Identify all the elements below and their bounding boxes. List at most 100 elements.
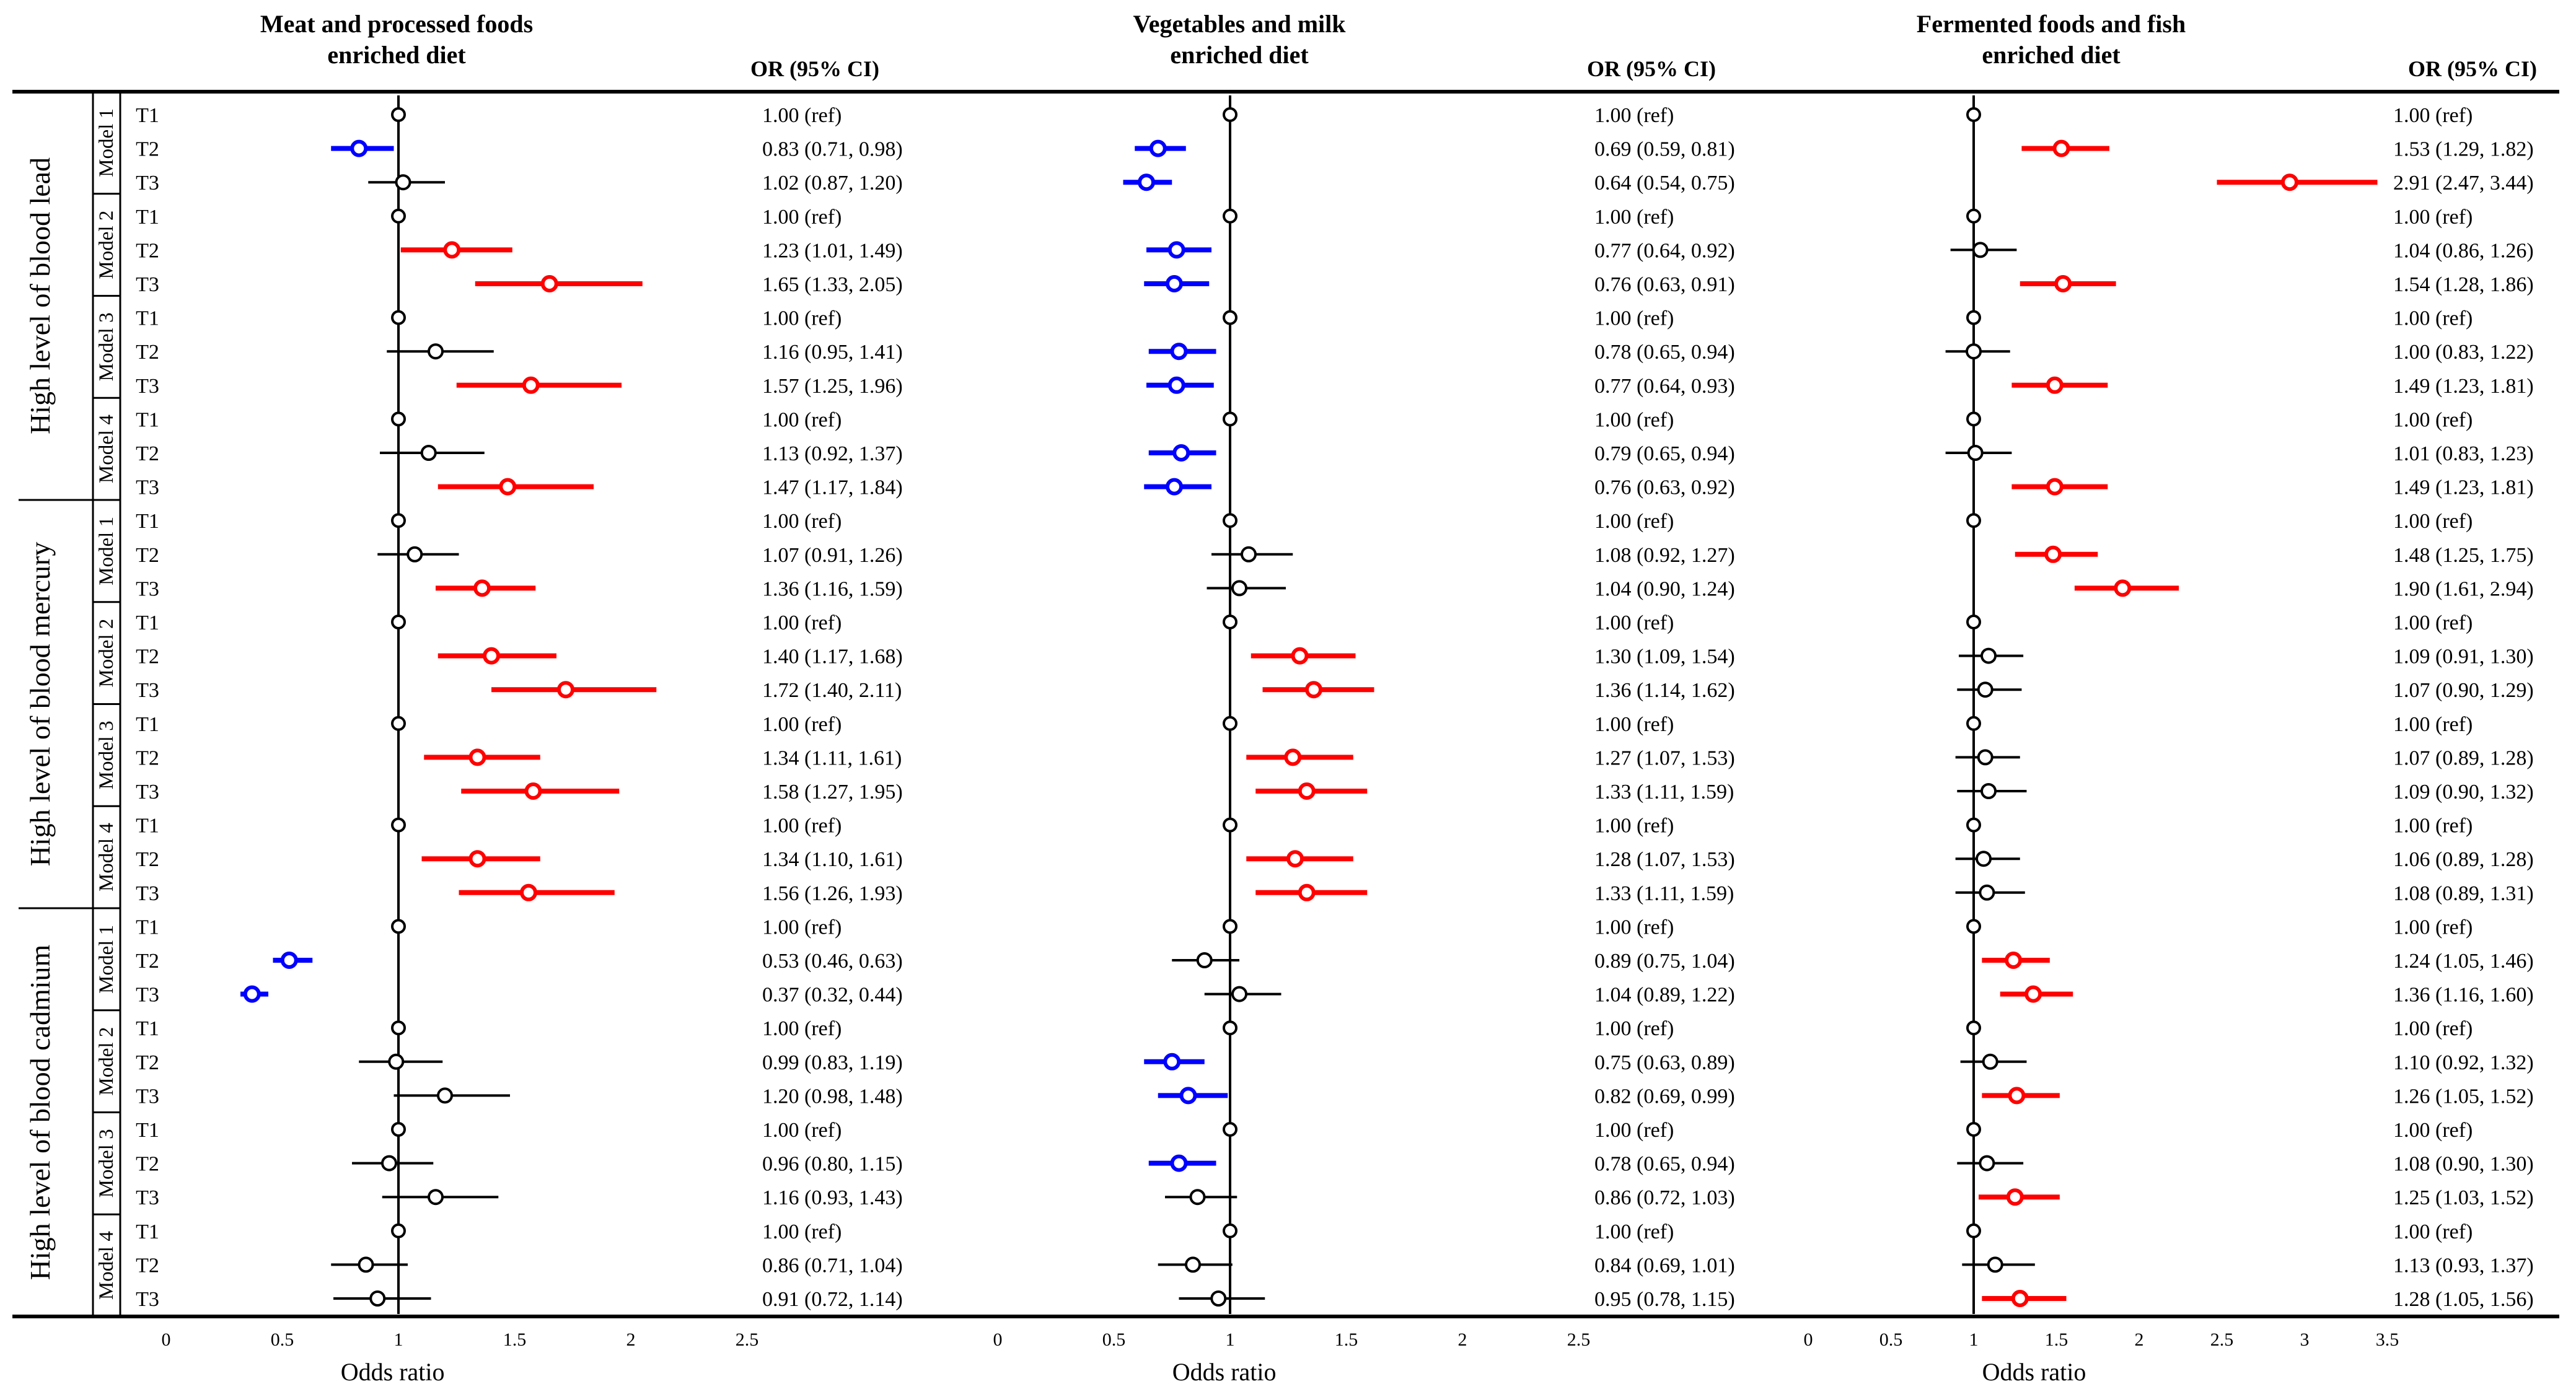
or-value-text: 1.00 (ref) (2393, 1119, 2473, 1142)
row-label: T3 (136, 781, 159, 804)
or-value-text: 0.82 (0.69, 0.99) (1594, 1085, 1735, 1108)
row-label: T2 (136, 341, 159, 364)
or-value-text: 1.16 (0.95, 1.41) (762, 341, 903, 364)
x-tick-label: 0.5 (1879, 1329, 1903, 1350)
odds-ratio-point (1166, 478, 1183, 496)
model-label: Model 3 (95, 1129, 118, 1198)
odds-ratio-point (2006, 1188, 2024, 1206)
row-label: T1 (136, 408, 159, 431)
odds-ratio-point (2046, 478, 2064, 496)
or-value-text: 1.25 (1.03, 1.52) (2393, 1186, 2534, 1209)
model-label: Model 2 (95, 211, 118, 279)
odds-ratio-point (1149, 139, 1167, 157)
or-value-text: 1.00 (ref) (2393, 104, 2473, 127)
row-label: T2 (136, 848, 159, 871)
x-tick-label: 1 (1969, 1329, 1979, 1350)
or-value-text: 1.00 (ref) (762, 206, 842, 229)
panel-title-line1: Vegetables and milk (1133, 10, 1346, 38)
odds-ratio-point (420, 445, 437, 461)
or-value-text: 1.04 (0.90, 1.24) (1594, 577, 1735, 600)
or-value-text: 1.23 (1.01, 1.49) (762, 239, 903, 262)
or-value-text: 0.91 (0.72, 1.14) (762, 1288, 903, 1311)
reference-point (391, 1223, 406, 1238)
odds-ratio-point (2008, 1087, 2026, 1105)
odds-ratio-point (2044, 545, 2062, 563)
model-label: Model 4 (95, 823, 118, 891)
row-labels: High level of blood lead Model 1 Model 2 Mo… (19, 104, 159, 1311)
odds-ratio-point (522, 376, 540, 394)
reference-point (391, 411, 406, 427)
or-column-header: OR (95% CI) (2408, 56, 2537, 81)
model-label: Model 1 (95, 517, 118, 585)
odds-ratio-point (1163, 1053, 1181, 1071)
odds-ratio-point (1298, 782, 1316, 800)
reference-point (1223, 1223, 1237, 1238)
or-value-text: 1.00 (ref) (762, 510, 842, 533)
or-value-text: 1.00 (ref) (762, 1017, 842, 1040)
odds-ratio-point (499, 478, 517, 496)
odds-ratio-point (1196, 952, 1213, 968)
odds-ratio-point (1967, 445, 1984, 461)
reference-point (1223, 817, 1237, 833)
reference-point (391, 817, 406, 833)
odds-ratio-point (1980, 647, 1997, 664)
forest-panel: Vegetables and milk enriched diet OR (95% … (993, 10, 1735, 1386)
row-label: T1 (136, 815, 159, 838)
reference-point (391, 919, 406, 934)
x-tick-label: 0 (1804, 1329, 1813, 1350)
or-value-text: 1.09 (0.91, 1.30) (2393, 646, 2534, 668)
reference-point (1966, 615, 1981, 629)
odds-ratio-point (473, 579, 491, 597)
or-value-text: 1.00 (ref) (2393, 1220, 2473, 1243)
odds-ratio-point (381, 1155, 397, 1171)
or-value-text: 1.08 (0.89, 1.31) (2393, 882, 2534, 905)
odds-ratio-point (2114, 579, 2132, 597)
or-value-text: 1.27 (1.07, 1.53) (1594, 747, 1735, 769)
x-tick-label: 0.5 (271, 1329, 294, 1350)
or-value-text: 1.65 (1.33, 2.05) (762, 273, 903, 296)
reference-point (391, 1122, 406, 1137)
or-value-text: 1.02 (0.87, 1.20) (762, 172, 903, 195)
or-value-text: 1.00 (ref) (1594, 1017, 1674, 1040)
odds-ratio-point (1977, 749, 1994, 766)
row-label: T1 (136, 1017, 159, 1040)
or-value-text: 1.00 (ref) (762, 713, 842, 736)
or-value-text: 1.00 (ref) (2393, 713, 2473, 736)
x-tick-label: 0 (993, 1329, 1003, 1350)
reference-point (391, 513, 406, 528)
odds-ratio-point (2054, 275, 2072, 292)
or-value-text: 1.56 (1.26, 1.93) (762, 882, 903, 905)
or-value-text: 1.34 (1.11, 1.61) (762, 747, 902, 769)
or-value-text: 1.00 (ref) (762, 104, 842, 127)
or-value-text: 1.36 (1.16, 1.59) (762, 577, 903, 600)
odds-ratio-point (1980, 783, 1997, 799)
row-label: T2 (136, 442, 159, 465)
odds-ratio-point (350, 139, 368, 157)
reference-point (391, 716, 406, 731)
or-value-text: 1.00 (ref) (2393, 815, 2473, 838)
odds-ratio-point (1167, 241, 1185, 259)
row-label: T2 (136, 138, 159, 161)
or-value-text: 1.33 (1.11, 1.59) (1594, 882, 1734, 905)
reference-point (1223, 1122, 1237, 1137)
row-label: T3 (136, 1186, 159, 1209)
x-axis-label: Odds ratio (1172, 1358, 1277, 1386)
odds-ratio-point (1241, 546, 1257, 563)
panel-title-line1: Fermented foods and fish (1917, 10, 2186, 38)
panel-title-line2: enriched diet (327, 41, 466, 69)
or-value-text: 0.86 (0.72, 1.03) (1594, 1186, 1735, 1209)
odds-ratio-point (1979, 884, 1995, 901)
odds-ratio-point (2024, 985, 2042, 1003)
or-value-text: 2.91 (2.47, 3.44) (2393, 172, 2534, 195)
odds-ratio-point (483, 647, 500, 665)
x-tick-label: 3 (2300, 1329, 2310, 1350)
odds-ratio-point (1982, 1053, 1998, 1070)
or-value-text: 1.36 (1.14, 1.62) (1594, 679, 1735, 702)
or-value-text: 1.34 (1.10, 1.61) (762, 848, 903, 871)
x-tick-label: 2.5 (736, 1329, 759, 1350)
reference-point (391, 208, 406, 224)
reference-point (1223, 716, 1237, 731)
reference-point (1966, 817, 1981, 833)
odds-ratio-point (1979, 1155, 1995, 1171)
